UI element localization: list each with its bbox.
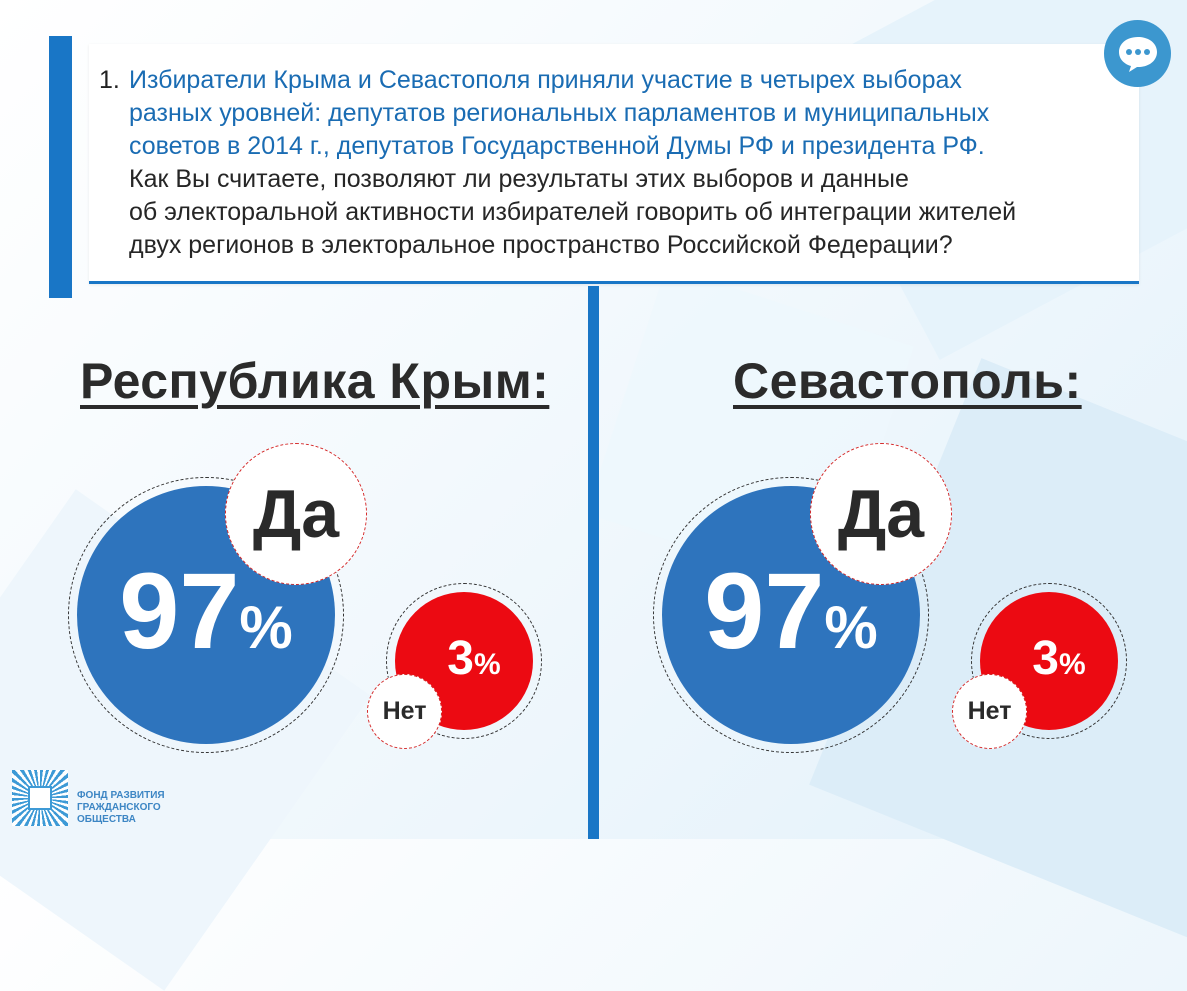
speech-bubble-icon	[1118, 36, 1157, 72]
logo-text: ФОНД РАЗВИТИЯ ГРАЖДАНСКОГО ОБЩЕСТВА	[77, 790, 165, 826]
yes-label: Да	[252, 476, 340, 552]
percent-sign: %	[239, 594, 293, 661]
yes-label-badge: Да	[810, 443, 952, 585]
question-number: 1.	[99, 66, 120, 94]
no-label-badge: Нет	[367, 674, 442, 749]
percent-sign: %	[1059, 648, 1086, 681]
yes-circle-outline	[68, 477, 344, 753]
question-highlight-line: разных уровней: депутатов региональных п…	[129, 99, 990, 127]
percent-sign: %	[474, 648, 501, 681]
chat-button[interactable]	[1104, 20, 1171, 87]
no-value: 3	[447, 632, 474, 685]
yes-label: Да	[837, 476, 925, 552]
no-label: Нет	[967, 697, 1012, 725]
question-text-line: Как Вы считаете, позволяют ли результаты…	[129, 165, 909, 193]
question-box: 1. Избиратели Крыма и Севастополя принял…	[89, 44, 1139, 284]
yes-label-badge: Да	[225, 443, 367, 585]
question-text-line: двух регионов в электоральное пространст…	[129, 231, 953, 259]
percent-sign: %	[824, 594, 878, 661]
center-divider	[588, 286, 599, 839]
question-line: об электоральной активности избирателей …	[99, 196, 1129, 229]
question-highlight-line: Избиратели Крыма и Севастополя приняли у…	[129, 66, 962, 94]
logo-text-line: ГРАЖДАНСКОГО	[77, 802, 161, 813]
logo-text-line: ОБЩЕСТВА	[77, 814, 136, 825]
no-label: Нет	[382, 697, 427, 725]
yes-value: 97	[704, 550, 825, 671]
foundation-logo: ФОНД РАЗВИТИЯ ГРАЖДАНСКОГО ОБЩЕСТВА	[12, 770, 165, 826]
no-value: 3	[1032, 632, 1059, 685]
question-line: советов в 2014 г., депутатов Государстве…	[99, 130, 1129, 163]
no-circle-outline	[386, 583, 542, 739]
logo-mark-icon	[12, 770, 68, 826]
question-line: разных уровней: депутатов региональных п…	[99, 97, 1129, 130]
question-text-line: об электоральной активности избирателей …	[129, 198, 1017, 226]
yes-circle-crimea: 97%	[77, 486, 335, 744]
question-line: двух регионов в электоральное пространст…	[99, 229, 1129, 262]
no-label-badge: Нет	[952, 674, 1027, 749]
logo-text-line: ФОНД РАЗВИТИЯ	[77, 790, 165, 801]
question-line: 1. Избиратели Крыма и Севастополя принял…	[99, 64, 1129, 97]
question-line: Как Вы считаете, позволяют ли результаты…	[99, 163, 1129, 196]
region-title-sevastopol: Севастополь:	[733, 353, 1082, 409]
no-circle-outline	[971, 583, 1127, 739]
question-highlight-line: советов в 2014 г., депутатов Государстве…	[129, 132, 985, 160]
yes-value: 97	[119, 550, 240, 671]
region-title-crimea: Республика Крым:	[80, 353, 550, 409]
yes-circle-outline	[653, 477, 929, 753]
question-accent-bar	[49, 36, 72, 298]
